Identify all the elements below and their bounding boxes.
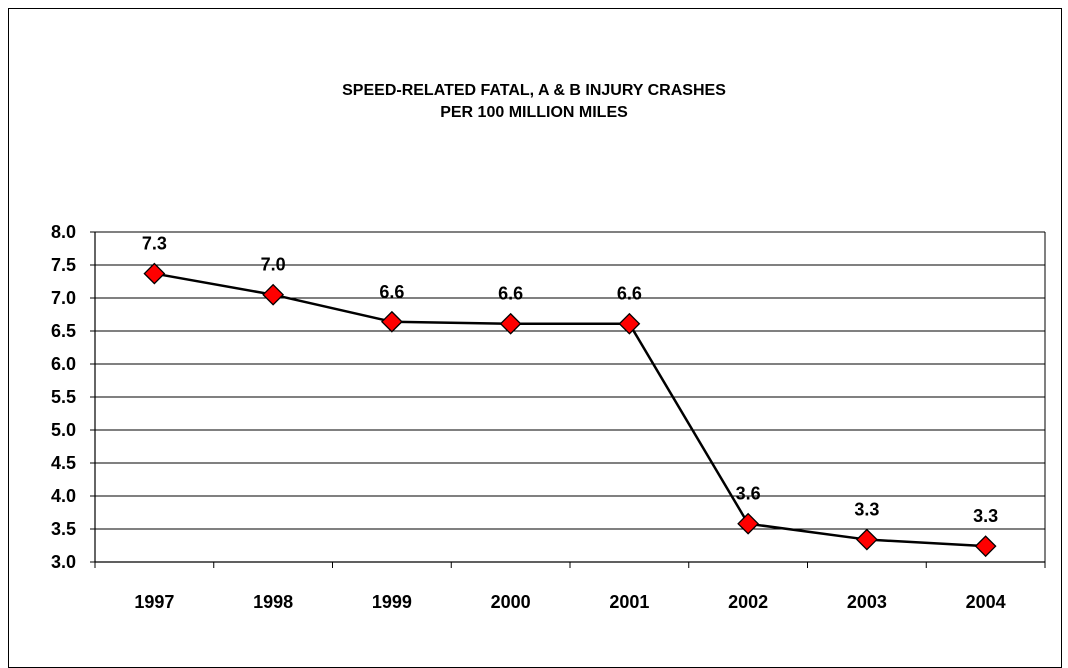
y-tick-label: 7.0 [51, 288, 76, 308]
y-tick-label: 7.5 [51, 255, 76, 275]
data-point-marker [499, 312, 522, 335]
y-axis-tick-labels: 3.0 3.5 4.0 4.5 5.0 5.5 6.0 6.5 7.0 7.5 8.0 [51, 222, 76, 572]
data-label: 3.3 [973, 506, 998, 526]
data-point-marker [380, 310, 403, 333]
data-label: 6.6 [498, 284, 523, 304]
data-point-marker [143, 262, 166, 285]
series-line [154, 272, 986, 548]
y-tick-label: 4.5 [51, 453, 76, 473]
data-label: 3.6 [736, 484, 761, 504]
x-tick-label: 2004 [966, 592, 1006, 612]
data-point-marker [737, 512, 760, 535]
line-chart: 3.03.54.04.55.05.56.06.57.07.58.0 1997 19… [51, 222, 1046, 612]
data-label: 6.6 [617, 284, 642, 304]
chart-title-line-1: SPEED-RELATED FATAL, A & B INJURY CRASHE… [342, 82, 726, 99]
y-tick-label: 5.0 [51, 420, 76, 440]
data-point-marker [855, 528, 878, 551]
y-tick-label: 5.5 [51, 387, 76, 407]
y-tick-label: 3.5 [51, 519, 76, 539]
series-line-layer [154, 272, 986, 548]
y-tick-label: 6.5 [51, 321, 76, 341]
data-label: 6.6 [379, 282, 404, 302]
x-axis-tick-labels: 1997 1998 1999 2000 2001 2002 2003 2004 [134, 592, 1005, 612]
data-label: 7.3 [142, 234, 167, 254]
chart-frame [8, 8, 1062, 668]
axes [90, 231, 1046, 568]
data-point-marker [618, 312, 641, 335]
x-tick-label: 2001 [609, 592, 649, 612]
x-tick-label: 1997 [134, 592, 174, 612]
chart-title-line-2: PER 100 MILLION MILES [440, 104, 628, 121]
series-markers [143, 262, 997, 558]
x-tick-label: 2003 [847, 592, 887, 612]
chart-title: SPEED-RELATED FATAL, A & B INJURY CRASHE… [0, 80, 1068, 124]
y-tick-label: 4.0 [51, 486, 76, 506]
y-tick-label: 3.0 [51, 552, 76, 572]
x-tick-label: 2000 [491, 592, 531, 612]
data-label: 7.0 [261, 255, 286, 275]
y-tick-label: 8.0 [51, 222, 76, 242]
y-tick-label: 6.0 [51, 354, 76, 374]
data-point-marker [262, 283, 285, 306]
data-label: 3.3 [854, 500, 879, 520]
data-labels: 7.3 7.0 6.6 6.6 6.6 3.6 3.3 3.3 [142, 234, 998, 527]
x-tick-label: 1999 [372, 592, 412, 612]
gridlines [95, 231, 1045, 563]
data-point-marker [974, 535, 997, 558]
x-tick-label: 1998 [253, 592, 293, 612]
x-tick-label: 2002 [728, 592, 768, 612]
